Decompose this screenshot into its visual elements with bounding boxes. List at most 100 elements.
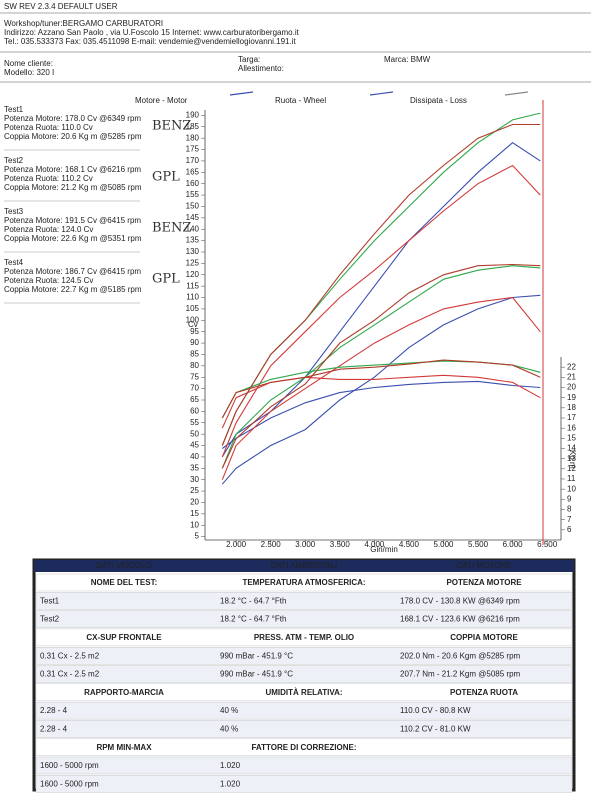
vehicle-text: Marca: BMW bbox=[384, 55, 431, 64]
table-row-bg bbox=[35, 665, 573, 683]
table-row-bg bbox=[35, 592, 573, 610]
legend-swatch bbox=[369, 91, 394, 96]
table-cell: 990 mBar - 451.9 °C bbox=[220, 651, 293, 660]
handwritten-note: BENZ bbox=[152, 221, 191, 236]
y2-tick-label: 11 bbox=[567, 474, 576, 483]
y2-tick-label: 15 bbox=[567, 433, 576, 442]
x-tick-label: 4.000 bbox=[364, 540, 385, 549]
series-line bbox=[221, 359, 541, 419]
test-line: Potenza Ruota: 110.2 Cv bbox=[4, 174, 93, 183]
series-line bbox=[221, 265, 541, 469]
table-cell: 40 % bbox=[220, 725, 238, 734]
test-line: Potenza Ruota: 110.0 Cv bbox=[4, 123, 93, 132]
y-tick-label: 80 bbox=[190, 361, 199, 370]
y-tick-label: 170 bbox=[186, 156, 200, 165]
table-label: FATTORE DI CORREZIONE: bbox=[251, 743, 356, 752]
test-name: Test1 bbox=[4, 105, 24, 114]
x-tick-label: 2.500 bbox=[261, 540, 282, 549]
y-tick-label: 105 bbox=[186, 304, 200, 313]
table-row-bg bbox=[35, 756, 573, 775]
table-cell: 2.28 - 4 bbox=[40, 725, 68, 734]
y-tick-label: 55 bbox=[190, 418, 199, 427]
test-line: Potenza Motore: 191.5 Cv @6415 rpm bbox=[4, 216, 141, 225]
handwritten-note: BENZ bbox=[152, 119, 191, 134]
table-cell: 0.31 Cx - 2.5 m2 bbox=[40, 651, 100, 660]
table-cell: 18.2 °C - 64.7 °Fth bbox=[220, 615, 286, 624]
table-label: POTENZA RUOTA bbox=[450, 688, 518, 697]
legend-swatch bbox=[229, 91, 254, 96]
y-tick-label: 145 bbox=[186, 213, 200, 222]
legend-label: Motore - Motor bbox=[135, 96, 188, 105]
table-row-bg bbox=[35, 573, 573, 592]
table-row-bg bbox=[35, 775, 573, 793]
y-tick-label: 120 bbox=[186, 270, 200, 279]
vehicle-text: Modello: 320 I bbox=[4, 68, 54, 77]
table-cell: 1600 - 5000 rpm bbox=[40, 779, 99, 788]
y-tick-label: 30 bbox=[190, 475, 199, 484]
table-cell: 1.020 bbox=[220, 779, 241, 788]
y-tick-label: 100 bbox=[186, 315, 200, 324]
y2-tick-label: 10 bbox=[567, 484, 576, 493]
y-tick-label: 85 bbox=[190, 350, 199, 359]
table-header: DATI VEICOLO bbox=[96, 561, 151, 570]
y-tick-label: 95 bbox=[190, 327, 199, 336]
x-tick-label: 6.500 bbox=[537, 540, 558, 549]
test-line: Potenza Ruota: 124.0 Cv bbox=[4, 225, 93, 234]
y2-tick-label: 13 bbox=[567, 454, 576, 463]
header-text: Tel.: 035.533373 Fax: 035.4511098 E-mail… bbox=[4, 37, 296, 46]
y-tick-label: 15 bbox=[190, 509, 199, 518]
series-line bbox=[221, 380, 541, 449]
y2-tick-label: 20 bbox=[567, 383, 576, 392]
x-axis-label: Giri/min bbox=[370, 545, 398, 554]
table-cell: Test2 bbox=[40, 615, 60, 624]
table-cell: Test1 bbox=[40, 596, 60, 605]
y-tick-label: 175 bbox=[186, 145, 200, 154]
y-axis-label: Cv bbox=[188, 320, 198, 329]
y-tick-label: 25 bbox=[190, 486, 199, 495]
y2-tick-label: 16 bbox=[567, 423, 576, 432]
header-text: Workshop/tuner:BERGAMO CARBURATORI bbox=[4, 19, 163, 28]
y-tick-label: 90 bbox=[190, 338, 199, 347]
table-header-bg bbox=[34, 560, 574, 572]
table-cell: 110.2 CV - 81.0 KW bbox=[400, 725, 471, 734]
table-row-bg bbox=[35, 683, 573, 701]
legend-label: Dissipata - Loss bbox=[410, 96, 467, 105]
table-label: COPPIA MOTORE bbox=[450, 633, 518, 642]
y-tick-label: 130 bbox=[186, 247, 200, 256]
header-text: Indirizzo: Azzano San Paolo , via U.Fosc… bbox=[4, 28, 300, 37]
table-row-bg bbox=[35, 738, 573, 756]
table-row-bg bbox=[35, 610, 573, 628]
y2-tick-label: 19 bbox=[567, 393, 576, 402]
y2-tick-label: 17 bbox=[567, 413, 576, 422]
vehicle-text: Allestimento: bbox=[238, 64, 284, 73]
x-tick-label: 5.500 bbox=[468, 540, 489, 549]
y2-tick-label: 21 bbox=[567, 372, 576, 381]
x-tick-label: 4.500 bbox=[399, 540, 420, 549]
table-cell: 2.28 - 4 bbox=[40, 706, 68, 715]
y-tick-label: 40 bbox=[190, 452, 199, 461]
table-label: POTENZA MOTORE bbox=[446, 578, 522, 587]
table-cell: 990 mBar - 451.9 °C bbox=[220, 670, 293, 679]
y-tick-label: 5 bbox=[195, 532, 200, 541]
test-name: Test4 bbox=[4, 258, 24, 267]
test-line: Coppia Motore: 22.7 Kg m @5185 rpm bbox=[4, 285, 142, 294]
y-tick-label: 165 bbox=[186, 167, 200, 176]
y2-tick-label: 18 bbox=[567, 403, 576, 412]
y-tick-label: 45 bbox=[190, 441, 199, 450]
y-tick-label: 60 bbox=[190, 406, 199, 415]
legend-label: Ruota - Wheel bbox=[275, 96, 326, 105]
y-tick-label: 115 bbox=[186, 281, 199, 290]
table-cell: 1600 - 5000 rpm bbox=[40, 761, 99, 770]
table-header: DATI MOTORE bbox=[457, 561, 512, 570]
table-header: DATI AMBIENTALI bbox=[271, 561, 337, 570]
series-line bbox=[221, 164, 541, 458]
y2-tick-label: 12 bbox=[567, 464, 576, 473]
y2-tick-label: 22 bbox=[567, 362, 576, 371]
handwritten-note: GPL bbox=[152, 272, 180, 287]
table-row-bg bbox=[35, 701, 573, 720]
test-name: Test3 bbox=[4, 207, 24, 216]
y-tick-label: 155 bbox=[186, 190, 200, 199]
table-cell: 40 % bbox=[220, 706, 238, 715]
table-cell: 168.1 CV - 123.6 KW @6216 rpm bbox=[400, 615, 520, 624]
